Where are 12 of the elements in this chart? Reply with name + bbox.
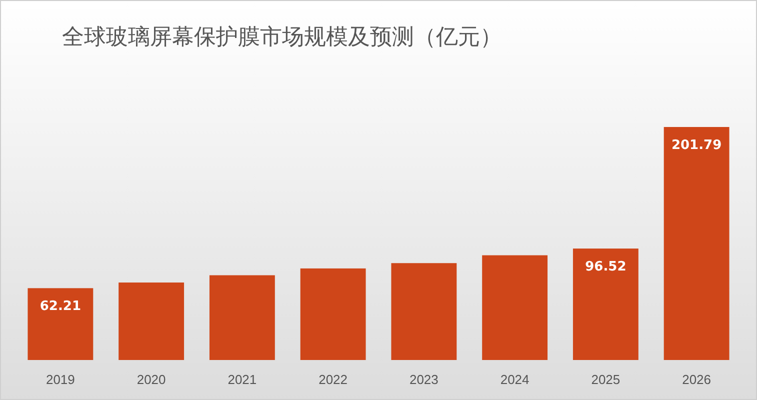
x-tick-label: 2019 <box>46 372 75 387</box>
x-tick-label: 2021 <box>228 372 257 387</box>
x-tick-label: 2020 <box>136 372 166 387</box>
data-label: 96.52 <box>585 260 626 275</box>
data-label: 201.79 <box>671 138 722 153</box>
x-tick-label: 2024 <box>500 372 530 387</box>
x-tick-label: 2022 <box>318 372 348 387</box>
data-label: 62.21 <box>40 299 81 314</box>
x-tick-label: 2026 <box>682 372 712 387</box>
x-tick-label: 2025 <box>591 372 620 387</box>
chart-title: 全球玻璃屏幕保护膜市场规模及预测（亿元） <box>62 25 502 50</box>
x-tick-label: 2023 <box>409 372 438 387</box>
